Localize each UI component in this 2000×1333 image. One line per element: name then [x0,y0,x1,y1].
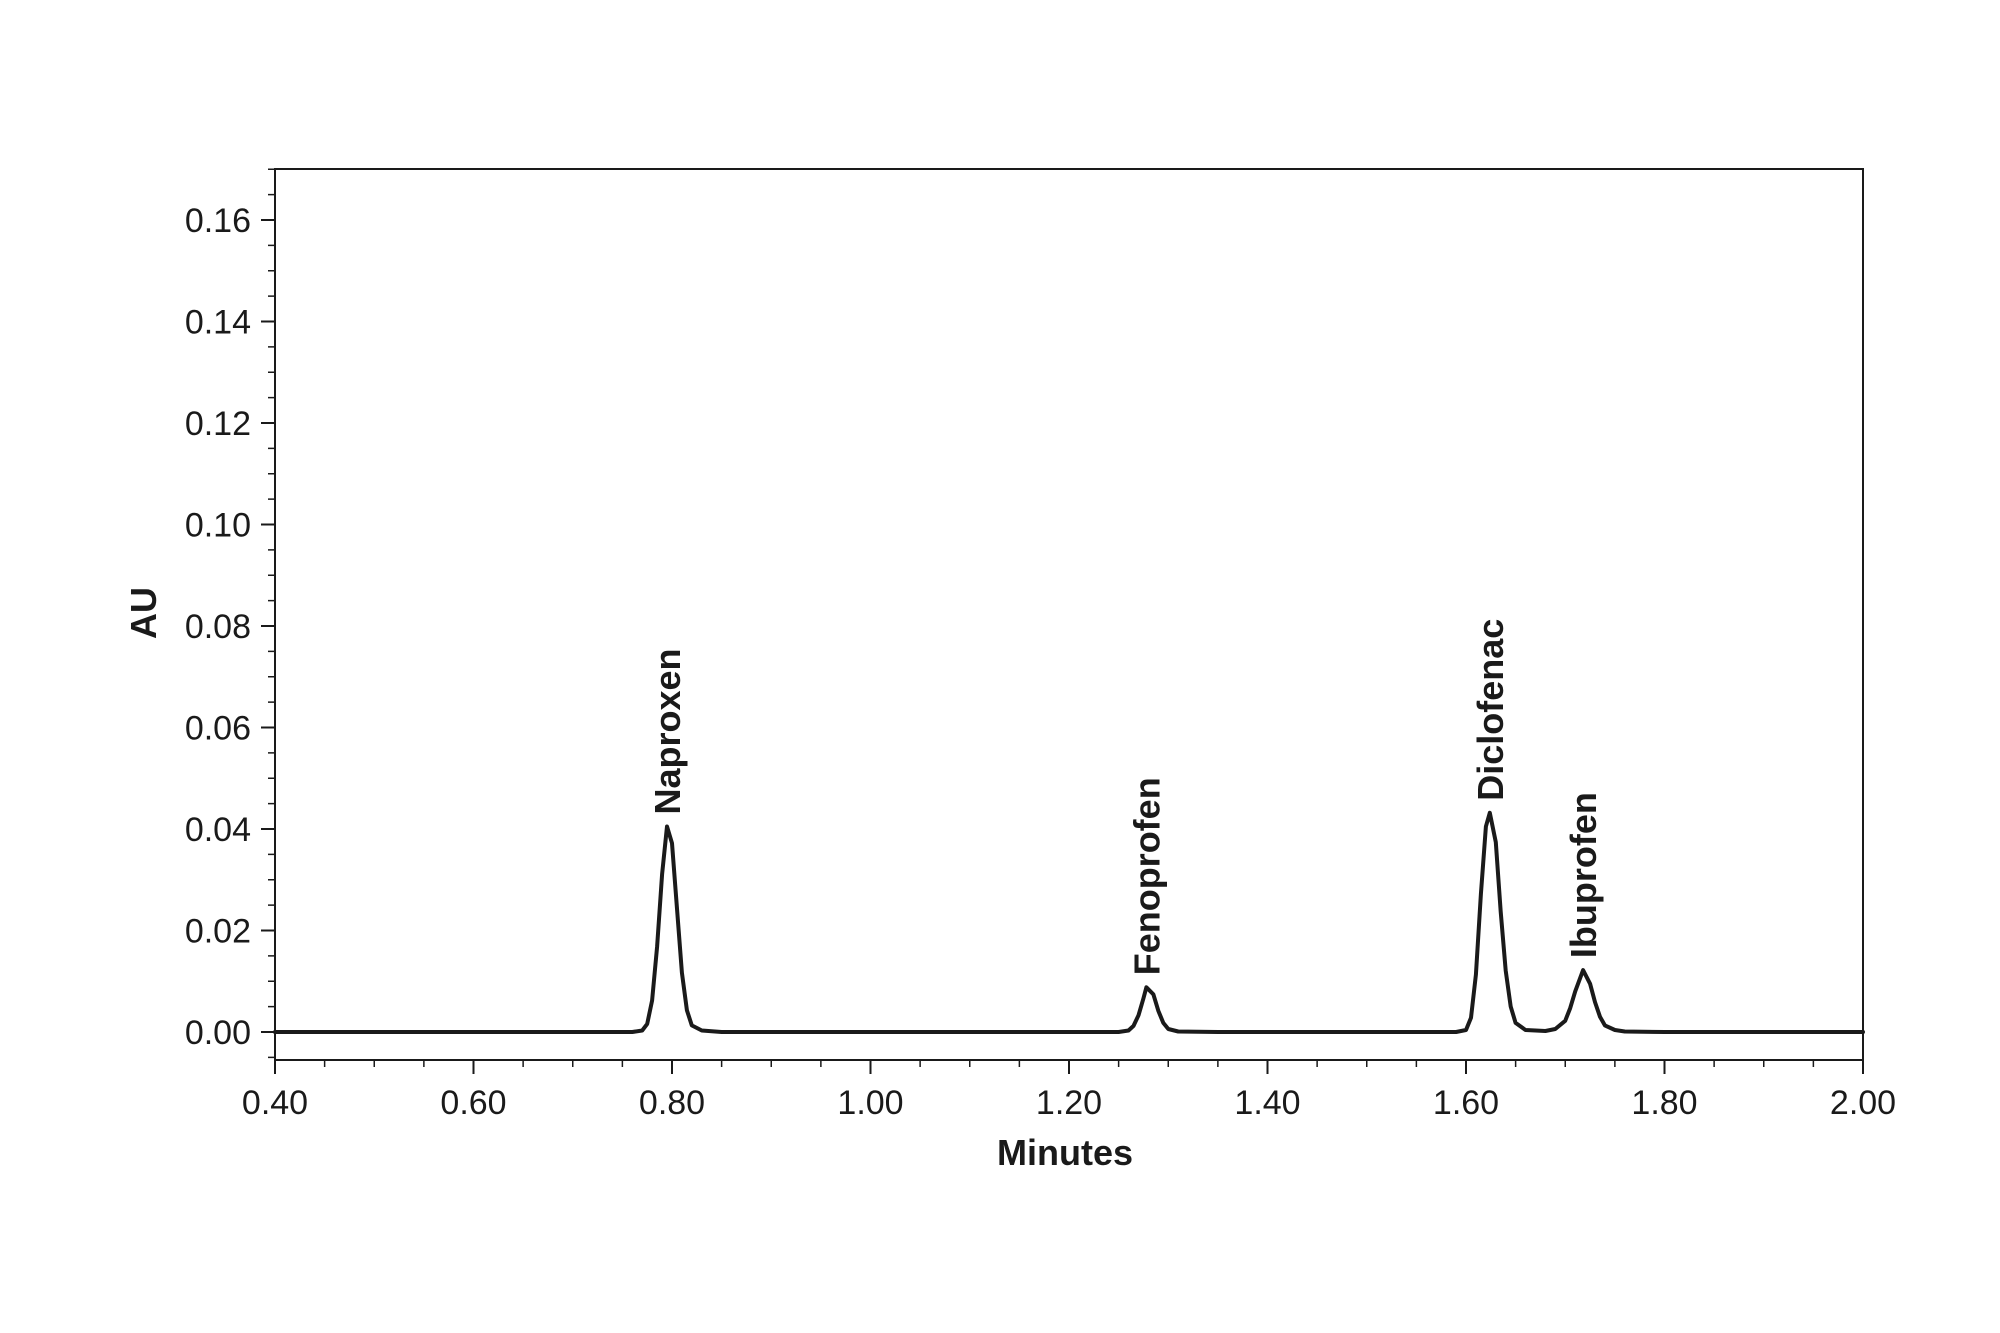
x-axis: 0.40 0.60 0.80 1.00 1.20 1.40 1.60 1.80 2.00 [242,1060,1896,1122]
peak-label: Ibuprofen [1563,792,1604,958]
y-tick-label: 0.12 [185,405,251,443]
x-axis-title: Minutes [997,1132,1133,1173]
y-tick-label: 0.16 [185,202,251,240]
x-tick-label: 1.20 [1036,1084,1102,1122]
plot-frame [274,168,1864,1061]
y-tick-label: 0.04 [185,811,251,849]
chromatogram-trace [273,810,1865,1034]
x-tick-label: 0.60 [440,1084,506,1122]
y-tick-label: 0.10 [185,507,251,545]
x-tick-label: 0.40 [242,1084,308,1122]
peak-label: Fenoprofen [1126,777,1167,975]
x-tick-label: 2.00 [1830,1084,1896,1122]
peak-label: Naproxen [647,648,688,814]
y-axis-title: AU [123,587,164,639]
y-tick-label: 0.00 [185,1014,251,1052]
y-axis: 0.00 0.02 0.04 0.06 0.08 0.10 0.12 0.14 0.16 [185,168,275,1059]
y-tick-label: 0.06 [185,710,251,748]
peak-label: Diclofenac [1470,619,1511,801]
x-tick-label: 0.80 [639,1084,705,1122]
x-tick-label: 1.80 [1631,1084,1697,1122]
y-tick-label: 0.14 [185,304,251,342]
y-tick-label: 0.02 [185,913,251,951]
peak-labels: Naproxen Fenoprofen Diclofenac Ibuprofen [647,619,1604,976]
x-tick-label: 1.00 [837,1084,903,1122]
y-tick-label: 0.08 [185,608,251,646]
x-tick-label: 1.60 [1433,1084,1499,1122]
x-tick-label: 1.40 [1234,1084,1300,1122]
